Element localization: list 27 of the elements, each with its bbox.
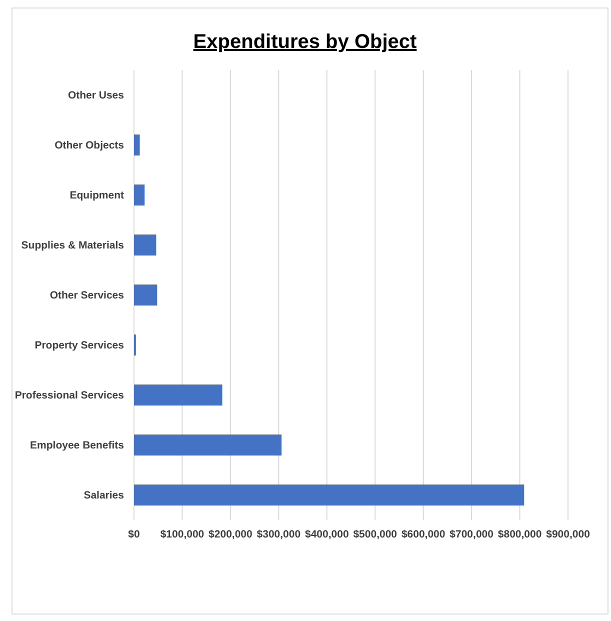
x-tick-label: $100,000 [160, 528, 204, 540]
y-tick-label: Other Objects [54, 139, 124, 152]
y-tick-label: Property Services [34, 339, 124, 352]
x-tick-label: $900,000 [546, 528, 590, 540]
x-tick-label: $500,000 [353, 528, 398, 540]
x-tick-label: $800,000 [498, 528, 542, 540]
bar [134, 184, 145, 206]
y-tick-label: Professional Services [14, 389, 124, 402]
y-tick-label: Salaries [84, 489, 124, 502]
bar [134, 234, 156, 256]
x-tick-label: $300,000 [256, 528, 301, 540]
bar [134, 484, 524, 506]
bar [134, 284, 158, 306]
x-tick-label: $400,000 [304, 528, 349, 540]
bar [134, 384, 222, 406]
y-tick-label: Other Services [50, 289, 124, 302]
x-tick-label: $200,000 [208, 528, 252, 540]
y-tick-label: Employee Benefits [30, 439, 124, 452]
bar [134, 134, 140, 156]
bar [134, 434, 282, 456]
x-tick-label: $0 [128, 528, 140, 540]
y-tick-label: Supplies & Materials [21, 239, 124, 252]
y-tick-label: Equipment [70, 189, 124, 202]
x-tick-label: $700,000 [450, 528, 494, 540]
y-tick-label: Other Uses [68, 89, 124, 102]
x-tick-label: $600,000 [401, 528, 446, 540]
chart-title: Expenditures by Object [193, 31, 418, 53]
